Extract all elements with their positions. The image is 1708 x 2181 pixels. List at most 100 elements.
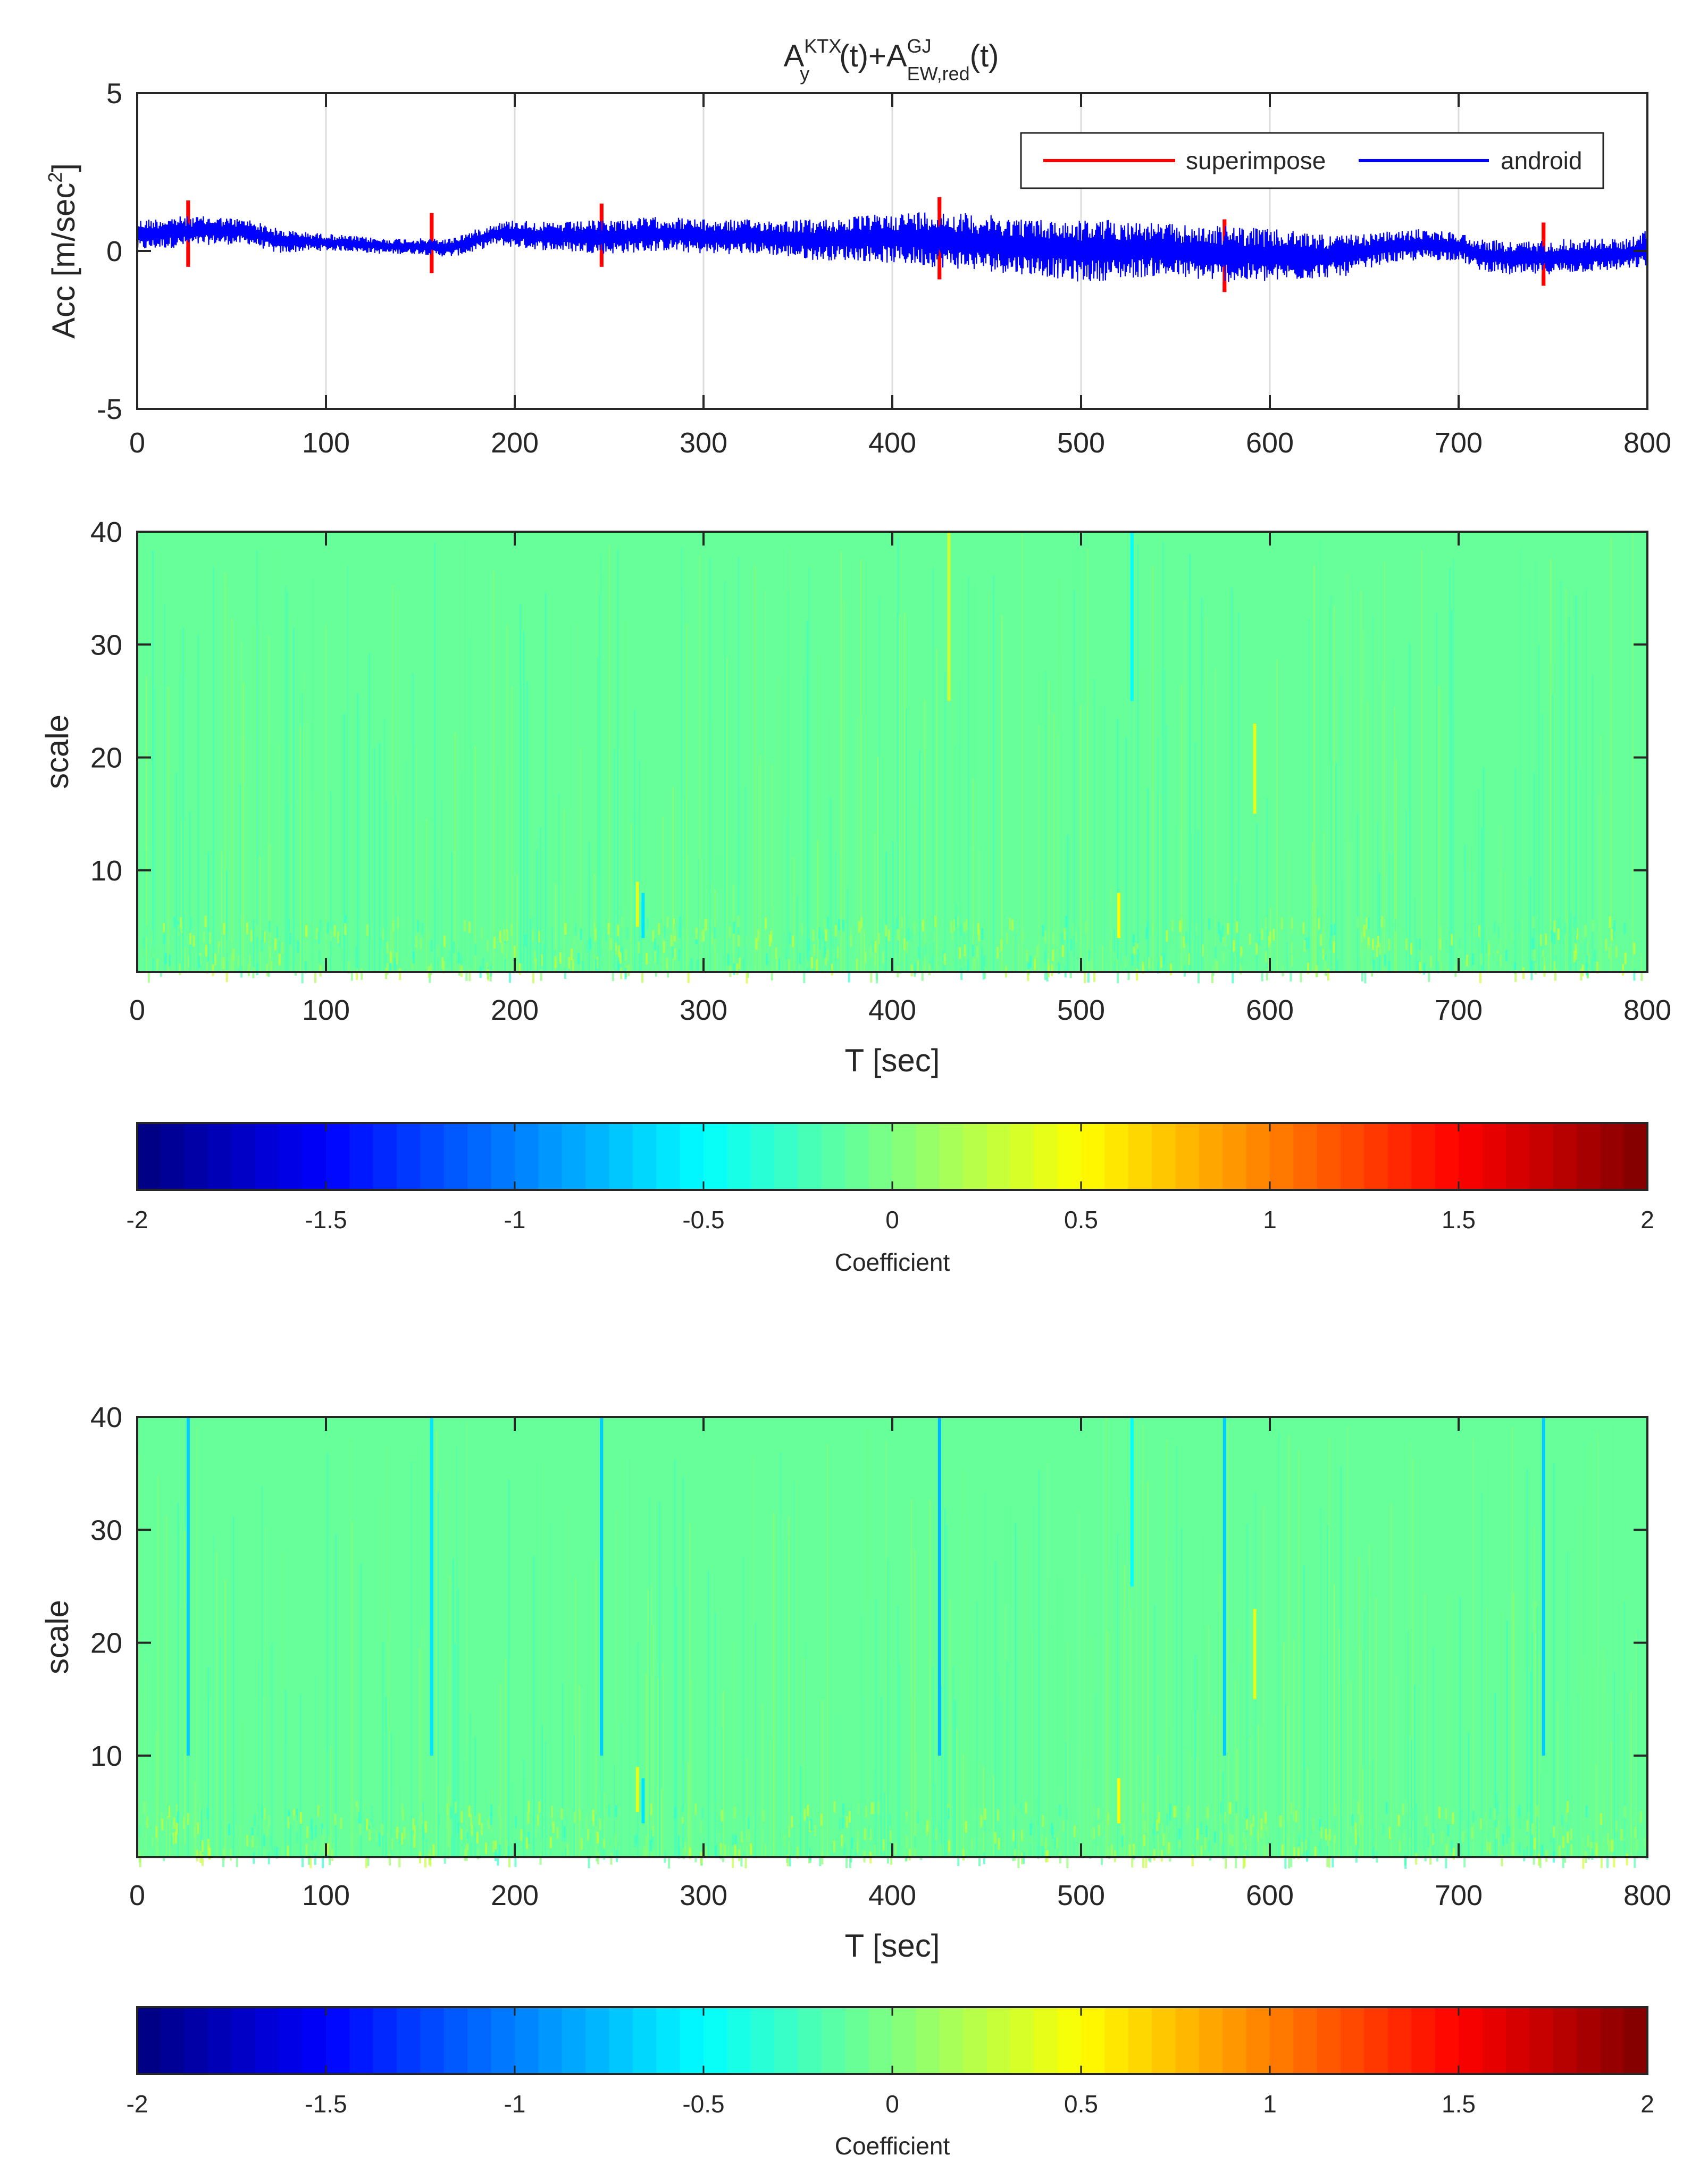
hm1-speckle: [690, 958, 693, 970]
hm1-streak: [588, 841, 590, 972]
hm1-streak: [454, 732, 456, 972]
hm1-streak: [399, 804, 400, 972]
hm2-speckle: [864, 1828, 866, 1840]
hm2-streak: [998, 1673, 1000, 1857]
hm1-speckle: [1561, 929, 1563, 941]
hm2-speckle: [564, 1830, 566, 1842]
colorbar-1-swatch: [420, 1123, 445, 1190]
hm2-feature: [641, 1778, 645, 1824]
hm1-speckle: [619, 952, 622, 964]
hm2-streak: [1369, 1545, 1370, 1857]
hm2-streak: [1138, 1761, 1141, 1857]
hm2-speckle: [201, 1854, 204, 1866]
hm2-speckle: [1638, 1813, 1640, 1825]
hm2-streak: [1619, 1819, 1620, 1857]
hm1-streak: [1405, 810, 1408, 972]
hm1-speckle: [533, 951, 536, 963]
hm2-speckle: [1582, 1857, 1585, 1869]
hm1-streak: [355, 946, 357, 972]
hm1-streak: [954, 745, 956, 972]
hm2-speckle: [197, 1822, 199, 1834]
hm1-streak: [1552, 694, 1553, 972]
hm1-speckle: [385, 967, 388, 979]
hm1-speckle: [1576, 928, 1579, 940]
hm1-streak: [877, 757, 879, 972]
hm1-streak: [919, 750, 920, 972]
hm1-streak: [523, 631, 525, 972]
hm1-streak: [224, 572, 226, 972]
hm1-speckle: [237, 955, 240, 968]
colorbar-1-tick-label: -1: [504, 1206, 526, 1234]
hm1-streak: [662, 816, 664, 972]
hm1-streak: [211, 888, 213, 972]
hm1-streak: [1131, 557, 1132, 972]
hm2-streak: [1437, 1690, 1439, 1857]
hm2-speckle: [857, 1802, 860, 1815]
hm2-speckle: [674, 1807, 676, 1819]
hm2-speckle: [1196, 1828, 1199, 1840]
hm1-streak: [865, 715, 867, 972]
hm2-speckle: [1266, 1824, 1269, 1836]
hm1-speckle: [1065, 916, 1067, 928]
hm1-speckle: [928, 963, 931, 976]
hm1-speckle: [1029, 955, 1032, 968]
hm1-streak: [1035, 781, 1036, 972]
hm2-speckle: [612, 1836, 614, 1848]
colorbar-1-swatch: [1600, 1123, 1625, 1190]
colorbar-1-swatch: [326, 1123, 350, 1190]
hm1-streak: [570, 896, 572, 972]
hm2-y-axis-label: scale: [39, 1600, 75, 1674]
hm1-speckle: [1379, 943, 1382, 955]
hm2-streak: [1416, 1803, 1417, 1857]
hm2-speckle: [1013, 1805, 1016, 1817]
hm2-speckle: [589, 1833, 592, 1846]
hm2-streak: [232, 1516, 235, 1857]
hm2-streak: [565, 1848, 567, 1857]
hm2-streak: [524, 1780, 526, 1857]
hm2-feature: [1117, 1778, 1120, 1824]
hm2-speckle: [744, 1857, 747, 1868]
hm2-streak: [1157, 1755, 1159, 1857]
hm2-streak: [199, 1799, 201, 1857]
hm1-speckle: [895, 917, 898, 929]
hm1-speckle: [806, 956, 809, 968]
colorbar-1-swatch: [1482, 1123, 1506, 1190]
hm1-speckle: [465, 969, 468, 981]
hm1-streak: [828, 717, 830, 972]
hm2-speckle: [587, 1828, 590, 1841]
colorbar-2-tick-label: 1.5: [1442, 2090, 1476, 2118]
hm1-streak: [551, 927, 553, 972]
hm2-streak: [875, 1600, 877, 1857]
colorbar-2-swatch: [845, 2007, 869, 2074]
hm2-speckle: [1245, 1807, 1248, 1819]
hm1-streak: [253, 919, 255, 972]
hm2-speckle: [643, 1846, 646, 1858]
hm1-speckle: [1531, 937, 1534, 950]
hm2-speckle: [375, 1830, 378, 1842]
hm2-speckle: [1128, 1844, 1131, 1856]
hm1-y-axis-label: scale: [39, 715, 75, 789]
hm1-x-tick-label: 100: [302, 994, 350, 1026]
hm1-speckle: [870, 970, 873, 983]
hm2-speckle: [1297, 1847, 1300, 1859]
hm1-speckle: [1633, 969, 1636, 981]
hm1-streak: [1256, 823, 1258, 972]
hm1-speckle: [617, 924, 619, 936]
hm2-streak: [944, 1507, 946, 1857]
hm2-speckle: [1427, 1835, 1429, 1848]
hm2-speckle: [1527, 1811, 1530, 1824]
colorbar-2-swatch: [1199, 2007, 1223, 2074]
hm2-speckle: [908, 1849, 911, 1861]
hm1-speckle: [173, 916, 176, 928]
hm1-speckle: [702, 929, 705, 941]
hm1-streak: [835, 852, 837, 972]
hm2-speckle: [1169, 1850, 1171, 1862]
hm1-speckle: [676, 958, 679, 970]
hm2-streak: [290, 1824, 291, 1857]
hm2-streak: [449, 1575, 451, 1857]
hm2-speckle: [1030, 1817, 1033, 1829]
hm2-speckle: [1623, 1806, 1626, 1818]
hm2-speckle: [610, 1853, 613, 1865]
hm1-streak: [600, 554, 602, 972]
